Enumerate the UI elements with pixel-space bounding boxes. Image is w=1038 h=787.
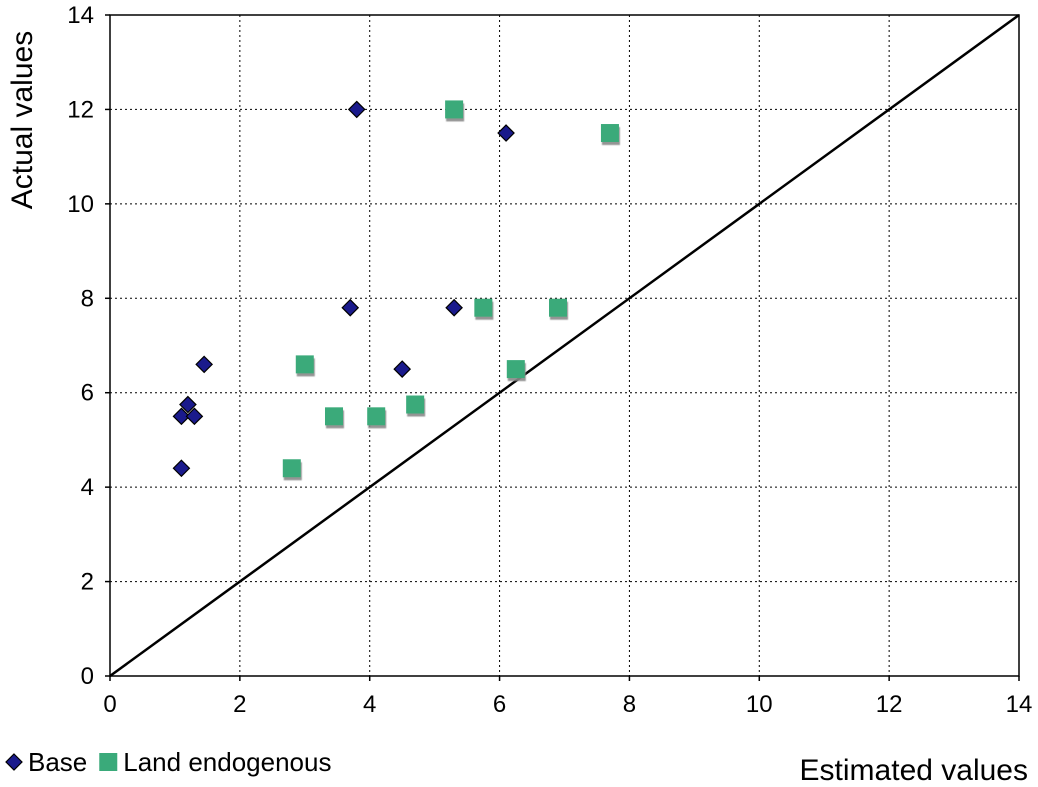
y-tick-labels: 0 2 4 6 8 10 12 14 [67,2,110,690]
reference-line [109,13,1020,678]
y-tick-label: 6 [81,380,94,407]
land-endogenous-point [406,395,425,414]
base-point [172,407,191,426]
base-point [185,407,204,426]
gridlines [110,15,1019,676]
y-tick-label: 8 [81,285,94,312]
legend-label: Base [28,747,87,777]
x-tick-label: 12 [876,691,903,718]
base-point [445,298,463,317]
legend-label: Land endogenous [123,747,331,777]
data-points [172,100,619,478]
land-endogenous-point [282,459,301,478]
x-tick-label: 4 [363,691,376,718]
base-point [195,355,213,374]
base-point [497,124,515,142]
legend-marker-land-endogenous [99,753,118,771]
x-tick-label: 6 [493,691,506,718]
x-tick-label: 0 [103,691,116,718]
y-tick-label: 2 [81,569,94,596]
y-tick-label: 4 [81,474,94,501]
base-point [341,298,360,317]
legend: Base Land endogenous [5,747,331,777]
x-axis-title: Estimated values [800,754,1028,787]
base-point [393,360,412,378]
land-endogenous-point [325,407,344,426]
land-endogenous-point [506,360,525,379]
x-tick-labels: 0 2 4 6 8 10 12 14 [103,676,1032,718]
land-endogenous-point [445,100,464,119]
x-tick-label: 2 [233,691,246,718]
land-endogenous-point [295,355,314,374]
y-axis-title: Actual values [6,31,39,209]
base-point [347,100,366,119]
x-tick-label: 10 [746,691,773,718]
land-endogenous-point [549,298,568,317]
base-point [179,395,197,414]
plot-area [109,14,1020,677]
y-tick-label: 12 [67,96,94,123]
base-point [172,459,191,478]
y-tick-label: 0 [81,663,94,690]
x-tick-label: 8 [623,691,636,718]
y-tick-label: 14 [67,2,94,29]
legend-marker-base [5,753,23,771]
x-tick-label: 14 [1006,691,1033,718]
land-endogenous-point [474,298,493,317]
reference-line-group [109,13,1020,678]
land-endogenous-point [600,124,619,143]
y-tick-label: 10 [67,191,94,218]
land-endogenous-point [367,407,386,426]
